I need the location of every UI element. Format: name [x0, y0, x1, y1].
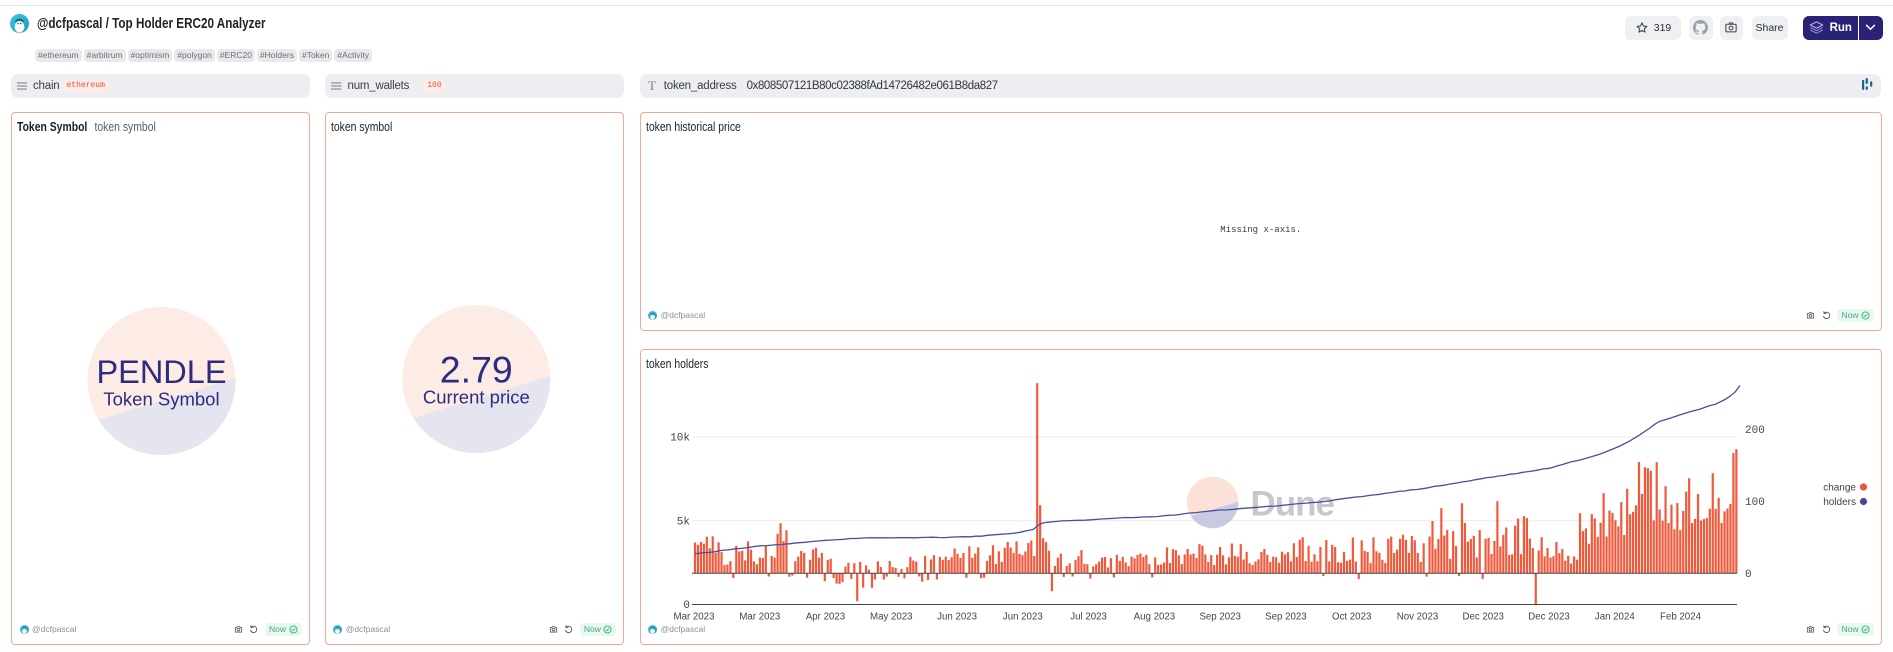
svg-text:Mar 2023: Mar 2023: [674, 612, 715, 623]
svg-text:Jun 2023: Jun 2023: [937, 612, 977, 623]
svg-text:Aug 2023: Aug 2023: [1134, 612, 1175, 623]
svg-text:200: 200: [1745, 425, 1765, 437]
svg-text:Nov 2023: Nov 2023: [1397, 612, 1438, 623]
svg-text:change: change: [1823, 483, 1856, 494]
svg-text:PENDLE: PENDLE: [96, 354, 226, 390]
svg-text:Feb 2024: Feb 2024: [1660, 612, 1702, 623]
svg-text:10k: 10k: [670, 433, 690, 445]
svg-text:5k: 5k: [677, 516, 691, 528]
svg-text:Apr 2023: Apr 2023: [806, 612, 845, 623]
svg-text:Jul 2023: Jul 2023: [1070, 612, 1107, 623]
svg-text:Sep 2023: Sep 2023: [1199, 612, 1240, 623]
svg-text:Token Symbol: Token Symbol: [103, 389, 219, 410]
svg-text:Dec 2023: Dec 2023: [1462, 612, 1503, 623]
svg-text:100: 100: [1745, 497, 1765, 509]
svg-text:holders: holders: [1823, 497, 1856, 508]
svg-text:Jan 2024: Jan 2024: [1595, 612, 1635, 623]
svg-text:2.79: 2.79: [439, 349, 512, 391]
svg-text:Oct 2023: Oct 2023: [1332, 612, 1371, 623]
svg-text:0: 0: [1745, 569, 1752, 581]
svg-text:May 2023: May 2023: [870, 612, 913, 623]
svg-text:Current price: Current price: [423, 387, 530, 408]
svg-text:0: 0: [683, 600, 690, 612]
svg-text:Sep 2023: Sep 2023: [1265, 612, 1306, 623]
svg-text:Mar 2023: Mar 2023: [739, 612, 780, 623]
svg-text:Jun 2023: Jun 2023: [1003, 612, 1043, 623]
svg-text:Dec 2023: Dec 2023: [1528, 612, 1569, 623]
